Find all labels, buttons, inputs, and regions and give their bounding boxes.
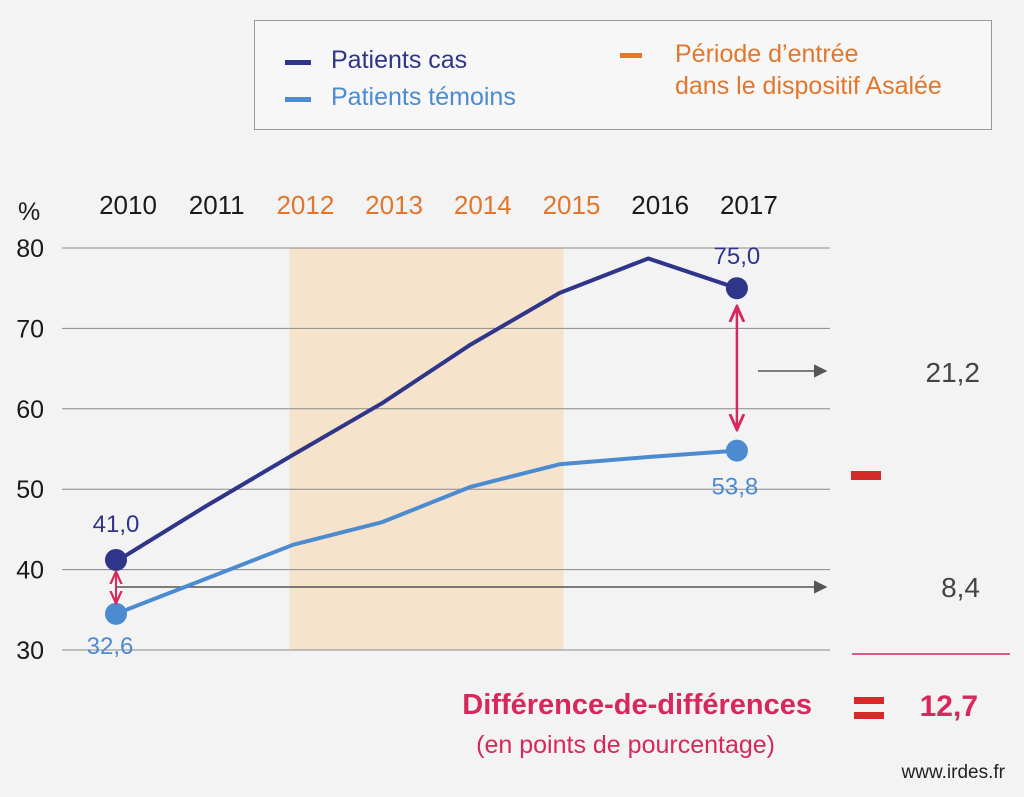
legend-swatch-cas <box>285 60 311 65</box>
result-value: 12,7 <box>920 690 978 723</box>
x-tick-label-2011: 2011 <box>189 190 245 220</box>
legend-label-cas: Patients cas <box>331 46 468 74</box>
result-label: Différence-de-différences <box>462 689 812 721</box>
x-tick-label-2014: 2014 <box>454 190 512 220</box>
y-tick-label: 50 <box>16 476 44 504</box>
data-point-temoins-2017 <box>725 439 748 462</box>
legend-label-temoins: Patients témoins <box>331 83 516 111</box>
series-line-cas <box>114 256 738 564</box>
x-tick-label-2015: 2015 <box>543 190 601 220</box>
series-line-temoins <box>115 448 738 616</box>
data-point-temoins-2010 <box>105 602 127 625</box>
start-difference-value: 8,4 <box>941 572 980 603</box>
x-tick-label-2010: 2010 <box>99 190 157 220</box>
end-difference-value: 21,2 <box>926 357 981 388</box>
data-label: 32,6 <box>87 633 134 660</box>
equals-sign-top <box>854 697 884 704</box>
y-tick-label: 40 <box>16 557 44 585</box>
equals-sign-bottom <box>854 712 884 719</box>
x-tick-label-2012: 2012 <box>276 190 334 220</box>
result-sublabel: (en points de pourcentage) <box>476 731 775 759</box>
minus-sign <box>851 471 881 480</box>
y-tick-label: 80 <box>16 235 44 263</box>
x-tick-label-2016: 2016 <box>631 190 689 220</box>
source-credit: www.irdes.fr <box>901 762 1006 783</box>
y-tick-label: 30 <box>16 637 44 665</box>
y-tick-label: 60 <box>16 396 44 424</box>
x-tick-label-2017: 2017 <box>720 190 778 220</box>
data-point-cas-2017 <box>725 277 748 300</box>
data-point-cas-2010 <box>105 548 127 571</box>
legend: Patients cas Patients témoins Période d’… <box>254 20 992 130</box>
legend-swatch-temoins <box>285 97 311 102</box>
y-unit-label: % <box>18 198 40 226</box>
y-tick-label: 70 <box>16 315 44 343</box>
legend-label-period-line1: Période d’entrée <box>675 40 859 68</box>
x-tick-label-2013: 2013 <box>365 190 423 220</box>
period-band <box>289 248 564 650</box>
legend-label-period-line2: dans le dispositif Asalée <box>675 72 942 100</box>
data-label: 41,0 <box>93 511 140 538</box>
data-label: 53,8 <box>712 474 759 501</box>
legend-swatch-period <box>620 53 642 58</box>
data-label: 75,0 <box>714 243 761 270</box>
